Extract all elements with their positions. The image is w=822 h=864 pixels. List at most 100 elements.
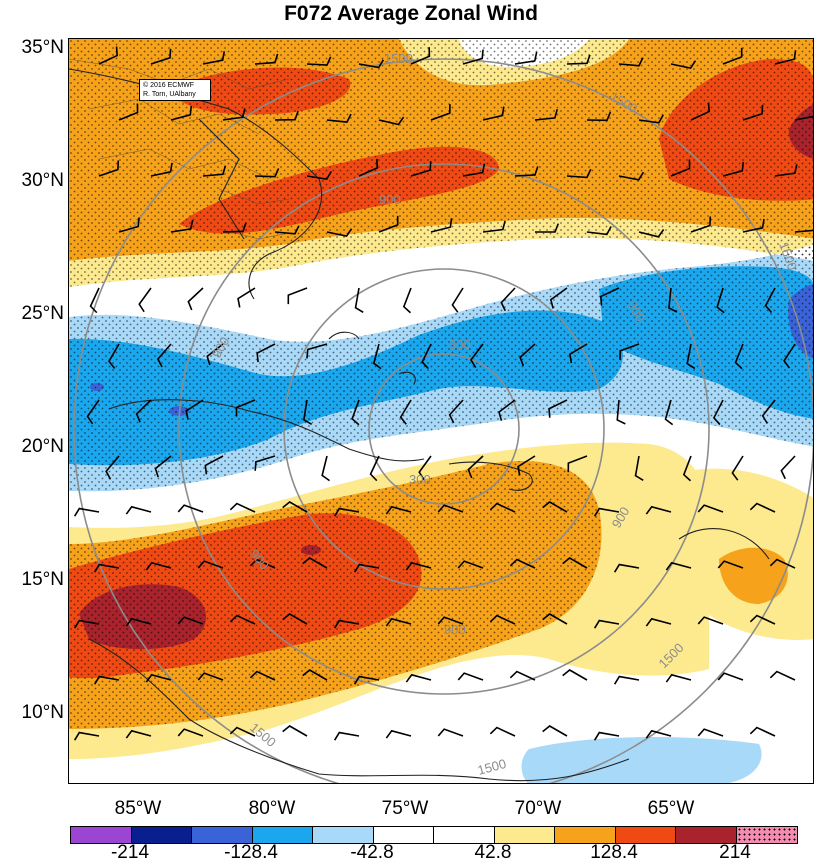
wind-barb xyxy=(645,617,672,627)
lon-label: 70°W xyxy=(514,798,562,819)
wind-barb xyxy=(237,287,256,308)
colorbar-swatch xyxy=(555,827,616,843)
wind-barb xyxy=(690,216,712,233)
wind-barb xyxy=(586,111,612,122)
wind-barb xyxy=(568,343,588,364)
colorbar-label: -42.8 xyxy=(350,842,394,863)
wind-barb xyxy=(761,399,776,424)
contour-label: 900 xyxy=(379,192,401,207)
wind-barb xyxy=(321,455,330,482)
wind-barb xyxy=(306,56,332,66)
wind-barb xyxy=(358,59,385,69)
wind-barb xyxy=(734,343,744,370)
wind-barb xyxy=(410,47,431,65)
credit-line: © 2016 ECMWF xyxy=(143,82,195,89)
wind-barb xyxy=(125,729,152,739)
wind-barb xyxy=(467,455,484,479)
wind-barbs xyxy=(73,46,813,741)
wind-barb xyxy=(498,399,516,421)
wind-barb xyxy=(566,54,591,65)
wind-barb xyxy=(405,673,432,683)
wind-barb xyxy=(222,222,247,233)
wind-barb xyxy=(206,343,224,366)
wind-barb xyxy=(780,455,796,480)
lat-label: 10°N xyxy=(21,702,64,723)
wind-barb xyxy=(717,672,744,681)
wind-barb xyxy=(287,287,308,305)
wind-barb xyxy=(712,399,724,426)
wind-barb xyxy=(108,343,120,369)
white-gap-south xyxy=(69,413,813,528)
colorbar-swatch xyxy=(71,827,132,843)
colorbar-label: 214 xyxy=(719,842,751,863)
wind-barb xyxy=(749,614,776,625)
contour-label: 1500 xyxy=(476,756,508,778)
wind-barb xyxy=(618,171,645,181)
wind-barb xyxy=(794,229,813,233)
colorbar-swatch xyxy=(131,827,192,843)
wind-barb xyxy=(89,287,100,314)
wind-barb xyxy=(385,617,412,627)
wind-barb xyxy=(566,168,592,179)
wind-barb xyxy=(118,217,140,233)
wind-barb xyxy=(645,729,672,739)
wind-barb xyxy=(586,226,612,236)
wind-barb xyxy=(177,504,204,513)
wind-barb xyxy=(462,49,484,65)
wind-barb xyxy=(794,115,813,121)
wind-barb xyxy=(93,675,120,685)
wind-barb xyxy=(774,164,798,177)
wind-barb xyxy=(764,287,776,313)
colorbar-swatch xyxy=(494,827,555,843)
wind-barb xyxy=(229,614,256,625)
wind-barb xyxy=(769,670,796,681)
wind-barb xyxy=(185,399,204,420)
lat-label: 15°N xyxy=(21,569,64,590)
wind-barb xyxy=(378,116,405,126)
wind-barb xyxy=(145,673,172,683)
wind-barb xyxy=(197,672,224,681)
wind-barb xyxy=(769,558,796,569)
wind-barb xyxy=(187,287,204,311)
wind-barb xyxy=(282,613,308,625)
wind-barb xyxy=(731,455,744,481)
wind-barb xyxy=(326,113,352,123)
wind-barb xyxy=(548,399,568,418)
contour-label: 900 xyxy=(444,622,466,637)
lat-label: 25°N xyxy=(21,303,64,324)
wind-barb xyxy=(749,726,776,737)
wind-barb xyxy=(567,455,588,473)
lon-label: 65°W xyxy=(647,798,695,819)
wind-barb xyxy=(457,560,484,569)
wind-barb xyxy=(282,501,308,513)
wind-barb xyxy=(170,219,194,233)
colorbar-swatch xyxy=(192,827,253,843)
wind-barb xyxy=(500,287,516,312)
wind-barb xyxy=(385,729,412,739)
wind-barb xyxy=(514,51,538,65)
wind-barb xyxy=(619,343,640,360)
wind-barb xyxy=(489,502,516,513)
colorbar-swatch xyxy=(736,827,797,843)
wind-barb xyxy=(451,287,464,313)
wind-barb xyxy=(202,51,226,65)
wind-barb xyxy=(489,726,516,737)
wind-barb xyxy=(229,726,256,737)
wind-barb xyxy=(204,455,224,475)
wind-barb xyxy=(282,725,308,737)
wind-barb xyxy=(613,563,640,573)
wind-barb xyxy=(306,343,328,359)
colorbar-swatch xyxy=(373,827,434,843)
colorbar-swatch xyxy=(434,827,495,843)
wind-barb xyxy=(593,619,620,629)
wind-barb xyxy=(249,558,276,569)
wind-barb xyxy=(686,343,696,370)
se-orange-patch xyxy=(719,547,788,604)
wind-barb xyxy=(354,287,364,314)
wind-barb xyxy=(638,229,665,238)
wind-barb xyxy=(351,399,360,426)
wind-barb xyxy=(437,728,464,737)
wind-barb xyxy=(593,731,620,741)
wind-barb xyxy=(73,619,100,629)
white-gap-north xyxy=(69,238,813,342)
